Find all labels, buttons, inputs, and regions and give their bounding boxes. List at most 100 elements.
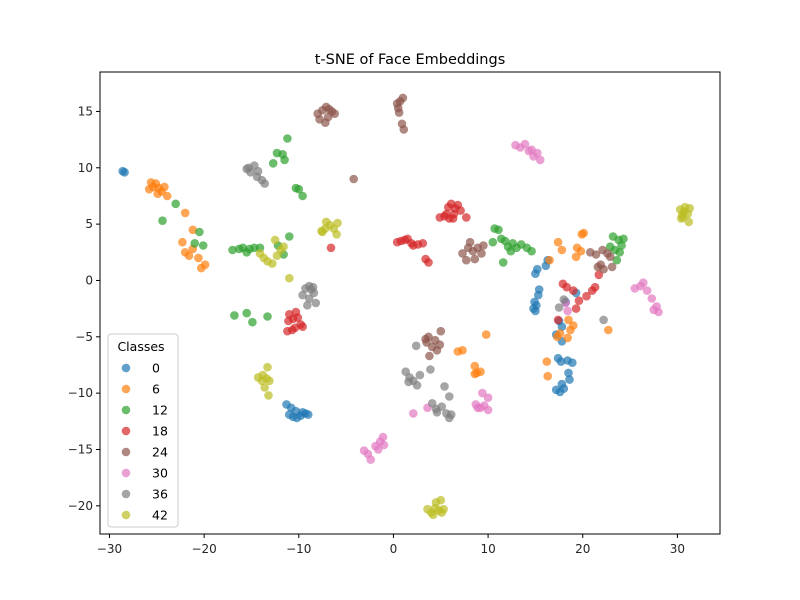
x-tick-label: −30 <box>97 542 122 556</box>
point-class-18-32 <box>442 209 451 219</box>
legend: Classes 0 6 12 18 24 30 36 42 <box>107 333 179 528</box>
point-class-12-45 <box>619 234 628 244</box>
point-class-36-30 <box>440 382 449 391</box>
point-class-42-11 <box>268 259 277 268</box>
point-class-6-30 <box>555 329 565 338</box>
x-tick-label: −20 <box>191 542 216 556</box>
point-class-42-5 <box>333 218 342 228</box>
point-class-6-33 <box>566 325 575 335</box>
point-class-0-25 <box>557 379 567 389</box>
point-class-12-18 <box>294 184 304 194</box>
y-tick-label: 15 <box>78 104 93 118</box>
point-class-6-25 <box>553 237 563 247</box>
point-class-18-42 <box>594 270 604 280</box>
point-class-36-23 <box>426 365 435 374</box>
point-class-18-9 <box>284 316 293 326</box>
legend-label-24: 24 <box>152 445 168 460</box>
point-class-36-21 <box>415 370 425 380</box>
point-class-6-20 <box>470 361 480 371</box>
point-class-18-36 <box>569 286 578 295</box>
point-class-36-7 <box>252 172 262 182</box>
point-class-24-43 <box>607 262 617 272</box>
point-class-42-21 <box>260 383 270 392</box>
point-class-6-26 <box>557 245 567 255</box>
series-6 <box>144 178 613 381</box>
x-tick-label: 10 <box>480 542 495 556</box>
point-class-36-32 <box>446 410 456 419</box>
point-class-36-13 <box>298 290 307 300</box>
legend-marker-0 <box>121 363 131 373</box>
point-class-30-29 <box>642 286 652 295</box>
point-class-6-6 <box>162 191 172 201</box>
point-class-6-11 <box>178 237 187 247</box>
point-class-6-5 <box>160 182 169 192</box>
chart-title: t-SNE of Face Embeddings <box>315 52 506 68</box>
y-tick-label: −10 <box>68 386 93 400</box>
point-class-36-15 <box>303 301 312 310</box>
x-tick-label: −10 <box>286 542 311 556</box>
point-class-6-28 <box>543 371 552 381</box>
point-class-12-23 <box>230 311 239 320</box>
legend-marker-42 <box>121 510 131 520</box>
point-class-42-23 <box>257 376 267 386</box>
point-class-24-34 <box>479 241 488 250</box>
point-class-12-26 <box>263 312 272 321</box>
point-class-12-24 <box>242 308 251 318</box>
point-class-42-33 <box>428 510 438 520</box>
point-class-24-12 <box>398 93 408 103</box>
point-class-42-20 <box>265 376 274 386</box>
legend-marker-24 <box>121 447 131 457</box>
point-class-6-37 <box>579 228 588 238</box>
point-class-12-1 <box>171 199 180 209</box>
point-class-6-35 <box>576 246 586 256</box>
point-class-42-42 <box>679 207 689 216</box>
point-class-36-31 <box>445 392 454 401</box>
point-class-12-5 <box>228 245 237 255</box>
point-class-24-24 <box>425 351 434 361</box>
point-class-12-15 <box>280 155 289 165</box>
y-tick-label: 10 <box>78 161 93 175</box>
point-class-6-19 <box>458 346 467 355</box>
series-24 <box>313 93 617 361</box>
point-class-0-1 <box>120 168 129 177</box>
point-class-6-16 <box>197 263 206 273</box>
point-class-12-44 <box>615 248 624 257</box>
point-class-18-38 <box>571 304 581 313</box>
legend-label-6: 6 <box>152 382 160 397</box>
legend-label-18: 18 <box>152 424 168 439</box>
point-class-42-14 <box>279 242 288 251</box>
point-class-18-31 <box>448 214 458 223</box>
point-class-18-20 <box>424 258 433 267</box>
point-class-0-19 <box>529 304 538 313</box>
series-36 <box>242 161 608 423</box>
point-class-24-33 <box>462 255 471 265</box>
point-class-36-5 <box>260 179 270 188</box>
point-class-12-19 <box>298 191 307 201</box>
point-class-0-11 <box>298 408 307 417</box>
point-class-36-33 <box>431 404 441 414</box>
point-class-24-15 <box>399 125 409 134</box>
legend-label-42: 42 <box>152 508 168 523</box>
legend-marker-36 <box>121 489 131 499</box>
y-tick-label: −20 <box>68 499 93 513</box>
point-class-24-16 <box>393 103 403 113</box>
point-class-24-26 <box>458 249 467 258</box>
point-class-6-24 <box>470 369 480 379</box>
point-class-36-16 <box>308 282 318 292</box>
point-class-18-37 <box>574 296 584 306</box>
point-class-30-34 <box>654 307 663 317</box>
point-class-12-25 <box>248 317 257 327</box>
point-class-30-14 <box>478 388 487 398</box>
point-class-6-17 <box>180 248 190 257</box>
series-12 <box>158 134 628 327</box>
legend-box <box>107 333 179 528</box>
point-class-36-12 <box>311 298 321 308</box>
legend-title: Classes <box>117 339 164 354</box>
point-class-24-23 <box>436 326 446 336</box>
point-class-6-40 <box>542 357 552 366</box>
point-class-0-31 <box>564 368 573 378</box>
point-class-0-30 <box>568 358 577 368</box>
legend-label-0: 0 <box>152 361 160 376</box>
point-class-30-5 <box>378 432 388 442</box>
point-class-24-31 <box>477 249 486 258</box>
